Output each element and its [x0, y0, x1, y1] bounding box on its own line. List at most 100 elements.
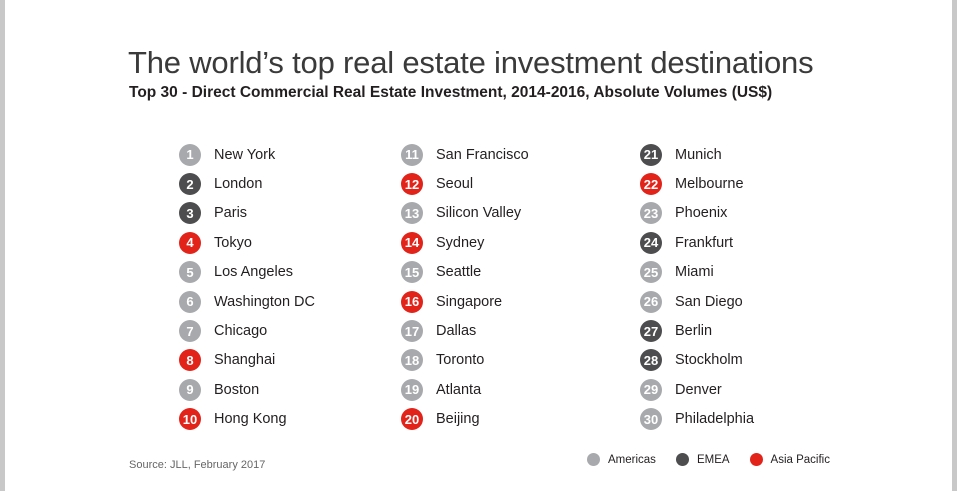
rank-city-name: Toronto: [436, 352, 485, 369]
rank-row: 12 Seoul: [401, 169, 529, 198]
page-edge-left: [0, 0, 5, 491]
rank-badge: 29: [640, 378, 662, 401]
rank-row: 23 Phoenix: [640, 199, 754, 228]
rank-badge: 22: [640, 173, 662, 196]
rank-city-name: Washington DC: [214, 293, 316, 310]
rank-city-name: Boston: [214, 381, 260, 398]
rank-row: 4 Tokyo: [179, 228, 315, 257]
rank-row: 13 Silicon Valley: [401, 199, 529, 228]
rank-city-name: Frankfurt: [675, 234, 734, 251]
rank-city-name: Phoenix: [675, 205, 728, 222]
rank-city-name: New York: [214, 146, 276, 163]
rank-city-name: Hong Kong: [214, 411, 287, 428]
rank-city-name: Silicon Valley: [436, 205, 522, 222]
rank-city-name: San Francisco: [436, 146, 529, 163]
rank-row: 3 Paris: [179, 199, 315, 228]
rank-badge: 9: [179, 378, 201, 401]
rank-badge: 12: [401, 173, 423, 196]
ranking-column-1: 1 New York 2 London 3 Paris 4 Tokyo 5 Los Angeles…: [179, 140, 315, 434]
rank-city-name: Philadelphia: [675, 411, 755, 428]
rank-city-name: Atlanta: [436, 381, 482, 398]
rank-row: 11 San Francisco: [401, 140, 529, 169]
page-title: The world’s top real estate investment d…: [128, 44, 814, 80]
rank-badge: 4: [179, 231, 201, 254]
rank-badge: 17: [401, 320, 423, 343]
rank-row: 24 Frankfurt: [640, 228, 754, 257]
rank-city-name: Chicago: [214, 323, 268, 340]
rank-badge: 1: [179, 143, 201, 166]
rank-city-name: Denver: [675, 381, 722, 398]
rank-city-name: Berlin: [675, 323, 713, 340]
rank-badge: 8: [179, 349, 201, 372]
rank-badge: 2: [179, 173, 201, 196]
rank-row: 10 Hong Kong: [179, 405, 315, 434]
rank-row: 19 Atlanta: [401, 375, 529, 404]
rank-badge: 23: [640, 202, 662, 225]
rank-row: 15 Seattle: [401, 258, 529, 287]
legend-dot-asia-pacific: [749, 453, 763, 466]
rank-city-name: Dallas: [436, 323, 477, 340]
rank-row: 14 Sydney: [401, 228, 529, 257]
rank-row: 20 Beijing: [401, 405, 529, 434]
rank-row: 18 Toronto: [401, 346, 529, 375]
rank-city-name: Singapore: [436, 293, 503, 310]
rank-row: 7 Chicago: [179, 316, 315, 345]
rank-row: 8 Shanghai: [179, 346, 315, 375]
rank-badge: 13: [401, 202, 423, 225]
legend-item-asia-pacific: Asia Pacific: [749, 453, 830, 466]
rank-badge: 5: [179, 261, 201, 284]
rank-city-name: Los Angeles: [214, 264, 294, 281]
rank-row: 9 Boston: [179, 375, 315, 404]
rank-badge: 30: [640, 408, 662, 431]
rank-row: 16 Singapore: [401, 287, 529, 316]
rank-row: 2 London: [179, 169, 315, 198]
legend-item-emea: EMEA: [675, 453, 730, 466]
legend-label-emea: EMEA: [696, 453, 730, 466]
rank-city-name: Stockholm: [675, 352, 743, 369]
rank-badge: 10: [179, 408, 201, 431]
rank-badge: 25: [640, 261, 662, 284]
ranking-column-3: 21 Munich 22 Melbourne 23 Phoenix 24 Frankfurt 2…: [640, 140, 754, 434]
rank-city-name: Tokyo: [214, 234, 252, 251]
rank-badge: 26: [640, 290, 662, 313]
rank-row: 26 San Diego: [640, 287, 754, 316]
rank-city-name: San Diego: [675, 293, 743, 310]
rank-city-name: Beijing: [436, 411, 480, 428]
legend-dot-emea: [675, 453, 689, 466]
region-legend: Americas EMEA Asia Pacific: [587, 453, 830, 466]
legend-label-asia-pacific: Asia Pacific: [770, 453, 830, 466]
rank-row: 6 Washington DC: [179, 287, 315, 316]
rank-city-name: Melbourne: [675, 176, 744, 193]
rank-city-name: Miami: [675, 264, 714, 281]
rank-badge: 6: [179, 290, 201, 313]
rank-badge: 19: [401, 378, 423, 401]
rank-city-name: London: [214, 176, 263, 193]
rank-row: 1 New York: [179, 140, 315, 169]
rank-row: 27 Berlin: [640, 316, 754, 345]
rank-row: 22 Melbourne: [640, 169, 754, 198]
rank-row: 25 Miami: [640, 258, 754, 287]
legend-dot-americas: [587, 453, 600, 466]
rank-badge: 27: [640, 320, 662, 343]
page-subtitle: Top 30 - Direct Commercial Real Estate I…: [129, 84, 773, 101]
rank-row: 28 Stockholm: [640, 346, 754, 375]
legend-label-americas: Americas: [608, 453, 656, 466]
rank-badge: 7: [179, 320, 201, 343]
rank-row: 17 Dallas: [401, 316, 529, 345]
source-note: Source: JLL, February 2017: [129, 459, 266, 471]
rank-city-name: Shanghai: [214, 352, 276, 369]
rank-city-name: Paris: [214, 205, 248, 222]
rank-city-name: Seoul: [436, 176, 474, 193]
rank-city-name: Seattle: [436, 264, 482, 281]
rank-badge: 14: [401, 231, 423, 254]
rank-badge: 28: [640, 349, 662, 372]
rank-badge: 21: [640, 143, 662, 166]
rank-badge: 16: [401, 290, 423, 313]
page-edge-right: [952, 0, 957, 491]
rank-badge: 18: [401, 349, 423, 372]
rank-row: 21 Munich: [640, 140, 754, 169]
rank-row: 30 Philadelphia: [640, 405, 754, 434]
rank-badge: 15: [401, 261, 423, 284]
rank-badge: 24: [640, 231, 662, 254]
rank-badge: 20: [401, 408, 423, 431]
